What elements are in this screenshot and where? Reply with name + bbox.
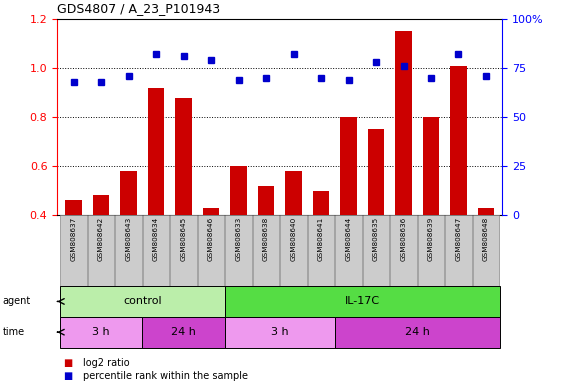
Bar — [451, 66, 467, 215]
Bar — [225, 317, 335, 348]
Text: IL-17C: IL-17C — [345, 296, 380, 306]
Bar — [335, 215, 361, 286]
Bar — [445, 215, 472, 286]
Bar — [60, 317, 142, 348]
Bar — [335, 317, 500, 348]
Text: GSM808633: GSM808633 — [236, 217, 242, 262]
Bar — [115, 215, 142, 286]
Text: GSM808636: GSM808636 — [400, 217, 407, 262]
Text: GSM808646: GSM808646 — [208, 217, 214, 262]
Text: 24 h: 24 h — [171, 327, 196, 337]
Text: GSM808639: GSM808639 — [428, 217, 434, 262]
Bar — [340, 117, 357, 215]
Text: GSM808648: GSM808648 — [483, 217, 489, 262]
Text: 3 h: 3 h — [271, 327, 288, 337]
Text: GSM808645: GSM808645 — [180, 217, 187, 262]
Bar — [253, 215, 279, 286]
Bar — [226, 215, 252, 286]
Bar — [225, 286, 500, 317]
Text: GSM808644: GSM808644 — [345, 217, 352, 262]
Bar — [473, 215, 499, 286]
Text: GSM808638: GSM808638 — [263, 217, 269, 262]
Bar — [61, 215, 87, 286]
Text: GSM808640: GSM808640 — [291, 217, 296, 262]
Bar — [280, 215, 307, 286]
Text: log2 ratio: log2 ratio — [83, 358, 130, 368]
Bar — [313, 190, 329, 215]
Text: 24 h: 24 h — [405, 327, 430, 337]
Bar — [308, 215, 334, 286]
Bar — [143, 215, 169, 286]
Bar — [368, 129, 384, 215]
Bar — [478, 208, 494, 215]
Bar — [286, 171, 302, 215]
Bar — [120, 171, 137, 215]
Text: time: time — [3, 327, 25, 337]
Text: GSM808635: GSM808635 — [373, 217, 379, 262]
Text: control: control — [123, 296, 162, 306]
Bar — [148, 88, 164, 215]
Bar — [230, 166, 247, 215]
Text: GSM808647: GSM808647 — [456, 217, 461, 262]
Bar — [391, 215, 417, 286]
Text: ■: ■ — [63, 358, 72, 368]
Bar — [88, 215, 114, 286]
Text: GSM808641: GSM808641 — [318, 217, 324, 262]
Bar — [258, 186, 274, 215]
Bar — [60, 286, 225, 317]
Text: ■: ■ — [63, 371, 72, 381]
Text: GSM808634: GSM808634 — [153, 217, 159, 262]
Text: 3 h: 3 h — [93, 327, 110, 337]
Text: GSM808643: GSM808643 — [126, 217, 131, 262]
Bar — [170, 215, 197, 286]
Text: GSM808642: GSM808642 — [98, 217, 104, 262]
Bar — [203, 208, 219, 215]
Text: GSM808637: GSM808637 — [71, 217, 77, 262]
Bar — [175, 98, 192, 215]
Text: GDS4807 / A_23_P101943: GDS4807 / A_23_P101943 — [57, 2, 220, 15]
Text: agent: agent — [3, 296, 31, 306]
Bar — [65, 200, 82, 215]
Bar — [93, 195, 109, 215]
Bar — [198, 215, 224, 286]
Bar — [395, 31, 412, 215]
Bar — [363, 215, 389, 286]
Bar — [418, 215, 444, 286]
Bar — [423, 117, 439, 215]
Bar — [142, 317, 225, 348]
Text: percentile rank within the sample: percentile rank within the sample — [83, 371, 248, 381]
